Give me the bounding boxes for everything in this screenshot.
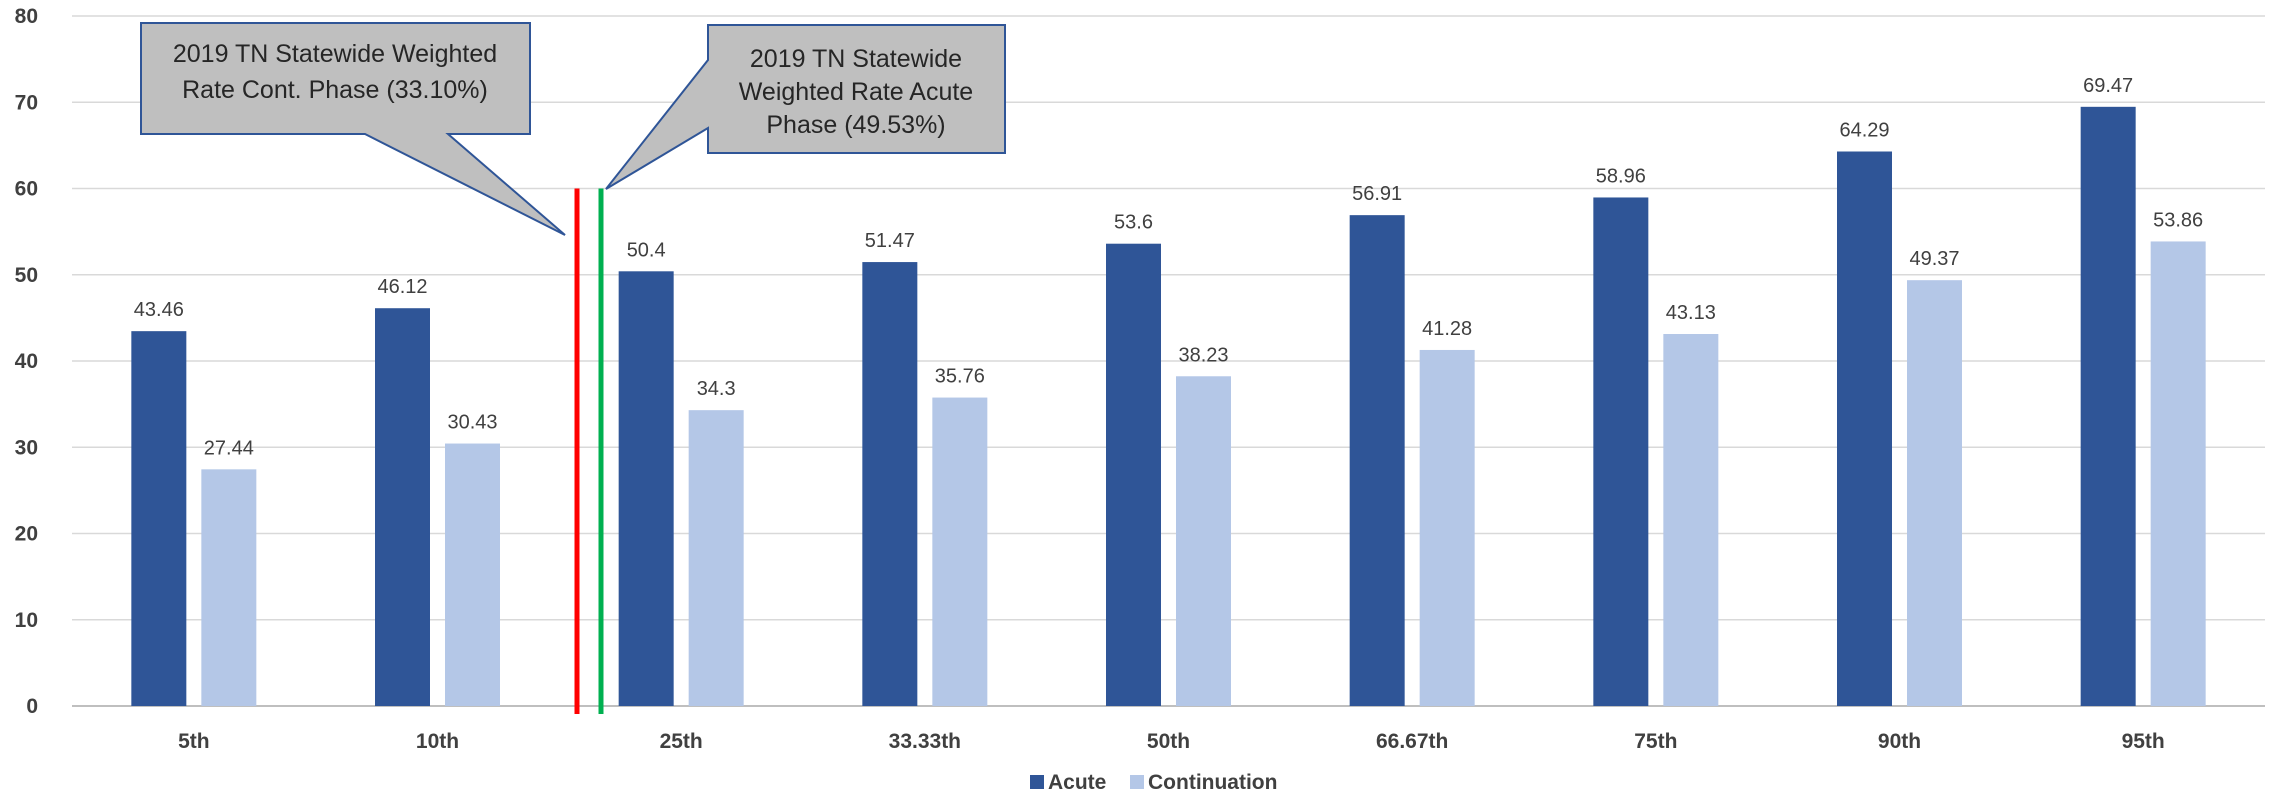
y-tick-label: 80 — [15, 5, 38, 28]
data-label: 41.28 — [1422, 318, 1472, 340]
x-tick-label: 75th — [1634, 730, 1677, 753]
data-label: 34.3 — [697, 378, 736, 400]
bar-acute — [1349, 215, 1405, 706]
x-tick-label: 50th — [1147, 730, 1190, 753]
callout-text: 2019 TN Statewide Weighted — [173, 40, 497, 68]
bar-continuation — [1663, 334, 1719, 706]
bar-acute — [862, 262, 918, 706]
bar-continuation — [1907, 280, 1962, 706]
data-label: 35.76 — [935, 366, 985, 388]
y-tick-label: 30 — [15, 436, 38, 459]
y-tick-label: 10 — [15, 609, 38, 632]
bar-acute — [1837, 151, 1892, 706]
y-tick-label: 70 — [15, 91, 38, 114]
bar-acute — [375, 308, 430, 706]
callout-text: Rate Cont. Phase (33.10%) — [182, 76, 488, 104]
callout-text: Phase (49.53%) — [766, 111, 945, 139]
data-label: 43.13 — [1666, 302, 1716, 324]
x-axis-ticks: 5th 10th 25th 33.33th 50th 66.67th 75th 90th 95t… — [178, 730, 2165, 753]
bar-continuation — [932, 397, 988, 706]
x-tick-label: 95th — [2122, 730, 2165, 753]
bar-acute — [2080, 106, 2136, 707]
y-tick-label: 40 — [15, 350, 38, 373]
bar-continuation — [1419, 349, 1475, 706]
data-label: 53.6 — [1114, 212, 1153, 234]
callout-box — [140, 22, 566, 236]
bar-continuation — [201, 469, 257, 706]
x-tick-label: 90th — [1878, 730, 1921, 753]
data-label: 27.44 — [204, 437, 254, 459]
bar-continuation — [445, 443, 500, 706]
data-label: 56.91 — [1352, 183, 1402, 205]
data-label: 38.23 — [1178, 344, 1228, 366]
legend-swatch — [1030, 775, 1044, 789]
bar-acute — [131, 331, 187, 706]
x-tick-label: 66.67th — [1376, 730, 1448, 753]
y-axis-ticks: 0 10 20 30 40 50 60 70 80 — [15, 5, 38, 718]
data-label: 64.29 — [1839, 119, 1889, 141]
bars — [131, 106, 2206, 707]
data-label: 58.96 — [1596, 165, 1646, 187]
x-tick-label: 10th — [416, 730, 459, 753]
data-label: 51.47 — [865, 230, 915, 252]
data-label: 69.47 — [2083, 75, 2133, 97]
data-label: 30.43 — [447, 412, 497, 434]
bar-acute — [618, 271, 674, 706]
y-tick-label: 50 — [15, 264, 38, 287]
legend: Acute Continuation — [1030, 771, 1277, 794]
y-tick-label: 60 — [15, 178, 38, 201]
bar-acute — [1593, 197, 1649, 706]
y-tick-label: 20 — [15, 523, 38, 546]
callouts: 2019 TN Statewide Weighted Rate Cont. Pha… — [140, 22, 1006, 236]
gridlines — [72, 15, 2265, 707]
x-tick-label: 5th — [178, 730, 210, 753]
bar-acute — [1106, 243, 1161, 706]
data-label: 46.12 — [377, 276, 427, 298]
data-label: 50.4 — [627, 239, 666, 261]
legend-label: Continuation — [1148, 771, 1277, 794]
data-label: 53.86 — [2153, 209, 2203, 231]
data-labels: 43.46 27.44 46.12 30.43 50.4 34.3 51.47 35.76 53… — [134, 75, 2203, 460]
bar-continuation — [2150, 241, 2206, 706]
legend-label: Acute — [1048, 771, 1106, 794]
x-tick-label: 25th — [660, 730, 703, 753]
x-tick-label: 33.33th — [889, 730, 961, 753]
callout-text: 2019 TN Statewide — [750, 45, 962, 73]
legend-swatch — [1130, 775, 1144, 789]
y-tick-label: 0 — [26, 695, 38, 718]
bar-continuation — [1176, 376, 1231, 706]
callout-text: Weighted Rate Acute — [739, 78, 973, 106]
data-label: 49.37 — [1909, 248, 1959, 270]
callout-box — [605, 24, 1006, 190]
data-label: 43.46 — [134, 299, 184, 321]
bar-continuation — [688, 410, 744, 706]
reference-lines — [574, 188, 604, 714]
